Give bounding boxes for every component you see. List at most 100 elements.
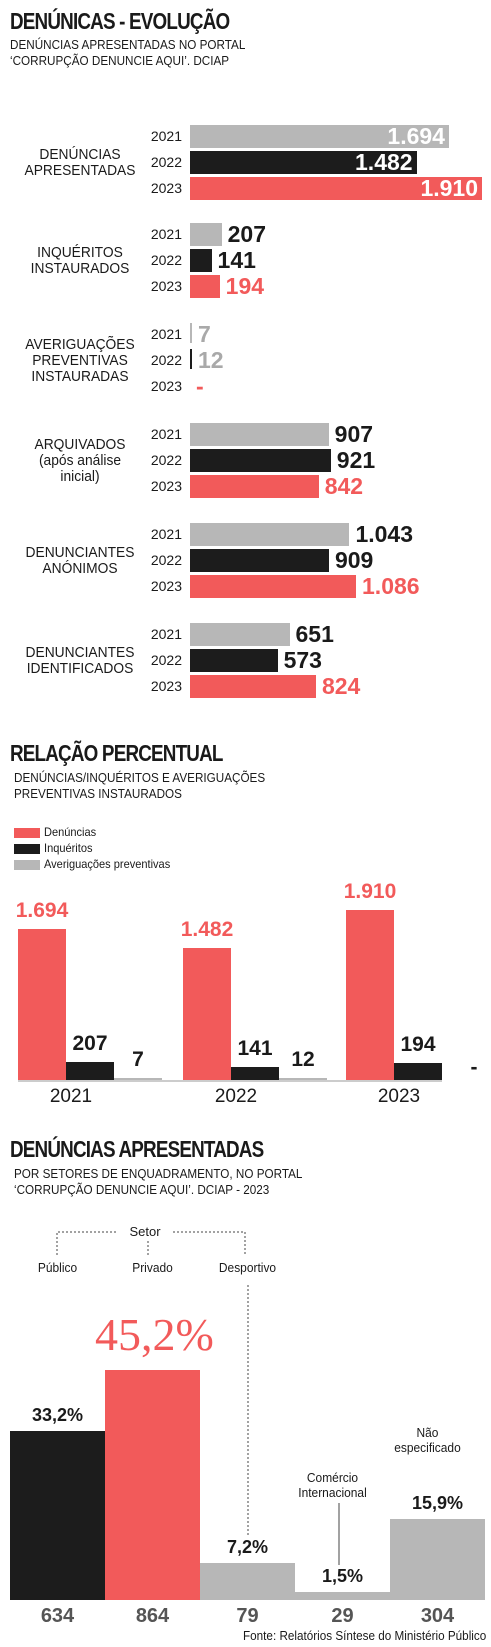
- bar-2021: [190, 423, 329, 446]
- bar-2023: [190, 675, 316, 698]
- year-label: 2023: [150, 278, 182, 294]
- category-label: APRESENTADAS: [24, 162, 136, 179]
- section-subtitle-setores-1: POR SETORES DE ENQUADRAMENTO, NO PORTAL: [14, 1166, 303, 1181]
- bar-Comércio Internacional: [295, 1592, 390, 1600]
- sector-label: Privado: [132, 1260, 173, 1275]
- category-label: 2023: [377, 1086, 421, 1107]
- category-label: 2021: [49, 1086, 93, 1107]
- year-label: 2022: [150, 352, 182, 368]
- value-label: 909: [334, 547, 374, 573]
- value-label: 824: [321, 673, 361, 699]
- category-label: ARQUIVADOS: [34, 436, 126, 453]
- percent-label: 7,2%: [226, 1537, 269, 1558]
- category-label: (após análise: [38, 452, 122, 469]
- category-label: IDENTIFICADOS: [26, 660, 134, 677]
- value-label: 842: [324, 473, 364, 499]
- section-title-relacao: RELAÇÃO PERCENTUAL: [10, 740, 223, 766]
- value-label: 141: [217, 247, 256, 273]
- sector-label: Internacional: [298, 1485, 367, 1500]
- category-label: INSTAURADOS: [30, 260, 130, 277]
- legend-swatch: [14, 860, 40, 870]
- bar-Denúncias: [183, 948, 231, 1080]
- bar-2023: [190, 177, 482, 200]
- percent-label-big: 45,2%: [95, 1309, 214, 1360]
- category-label: INSTAURADAS: [31, 368, 129, 385]
- bar-Inquéritos: [231, 1067, 279, 1080]
- sector-label: especificado: [394, 1440, 461, 1455]
- bar-Desportivo: [200, 1563, 295, 1600]
- bar-2021: [190, 323, 192, 343]
- bar-Público: [10, 1431, 105, 1600]
- value-label: 1.910: [420, 175, 478, 201]
- source-note: Fonte: Relatórios Síntese do Ministério …: [242, 1628, 486, 1643]
- value-label: 207: [227, 221, 267, 247]
- bar-2022: [190, 449, 331, 472]
- bar-2022: [190, 249, 212, 272]
- year-label: 2021: [150, 626, 182, 642]
- percent-label: 15,9%: [411, 1493, 464, 1514]
- year-label: 2023: [150, 678, 182, 694]
- value-label: 921: [336, 447, 376, 473]
- count-label: 634: [40, 1605, 75, 1627]
- year-label: 2022: [150, 552, 182, 568]
- bar-2023: [190, 275, 220, 298]
- bar-Privado: [105, 1370, 200, 1600]
- value-label: 1.482: [355, 149, 413, 175]
- legend-label: Averiguações preventivas: [44, 857, 171, 871]
- year-label: 2022: [150, 452, 182, 468]
- category-label: AVERIGUAÇÕES: [25, 336, 135, 353]
- section-title-setores: DENÚNCIAS APRESENTADAS: [10, 1136, 264, 1162]
- value-label: 1.482: [180, 918, 234, 942]
- bar-2021: [190, 523, 350, 546]
- count-label: 304: [420, 1605, 455, 1627]
- value-label: 1.910: [343, 880, 397, 903]
- value-label: 1.043: [355, 521, 414, 547]
- count-label: 864: [135, 1605, 170, 1627]
- category-label: DENUNCIANTES: [25, 644, 135, 661]
- bar-2023: [190, 575, 357, 598]
- bar-Denúncias: [18, 929, 66, 1080]
- year-label: 2022: [150, 154, 182, 170]
- baseline: [18, 1080, 442, 1082]
- year-label: 2021: [150, 128, 182, 144]
- value-label: 194: [400, 1032, 436, 1056]
- bar-2022: [190, 649, 278, 672]
- year-label: 2023: [150, 578, 182, 594]
- year-label: 2023: [150, 180, 182, 196]
- bar-Inquéritos: [66, 1061, 114, 1080]
- value-label: -: [196, 373, 204, 399]
- category-label: ANÓNIMOS: [42, 560, 118, 577]
- category-label: DENUNCIANTES: [25, 544, 135, 561]
- legend-swatch: [14, 828, 40, 838]
- bar-2022: [190, 349, 192, 369]
- group-label: Setor: [117, 1224, 173, 1239]
- count-label: 79: [236, 1605, 259, 1627]
- value-label: 573: [283, 647, 322, 673]
- percent-label: 33,2%: [31, 1405, 84, 1426]
- year-label: 2023: [150, 478, 182, 494]
- count-label: 29: [331, 1605, 354, 1627]
- category-label: DENÚNCIAS: [39, 146, 121, 163]
- value-label: 1.694: [15, 899, 69, 923]
- legend-label: Inquéritos: [44, 841, 93, 855]
- category-label: inicial): [60, 468, 100, 485]
- sector-label: Não: [416, 1425, 439, 1440]
- legend-label: Denúncias: [44, 825, 97, 839]
- section-subtitle-setores-2: ‘CORRUPÇÃO DENUNCIE AQUI’. DCIAP - 2023: [14, 1182, 270, 1197]
- section-title-evolucao: DENÚNICAS - EVOLUÇÃO: [10, 8, 230, 34]
- value-label: 7: [198, 321, 211, 347]
- category-label: PREVENTIVAS: [32, 352, 128, 369]
- year-label: 2021: [150, 226, 182, 242]
- value-label: 651: [295, 621, 334, 647]
- year-label: 2022: [150, 252, 182, 268]
- value-label: 207: [72, 1031, 108, 1055]
- bar-2021: [190, 623, 290, 646]
- section-subtitle-evolucao-1: DENÚNCIAS APRESENTADAS NO PORTAL: [10, 37, 246, 52]
- value-label: 12: [198, 347, 224, 373]
- year-label: 2021: [150, 526, 182, 542]
- value-label: 907: [334, 421, 374, 447]
- bar-Averiguações preventivas: [279, 1078, 327, 1080]
- percent-label: 1,5%: [321, 1566, 364, 1587]
- year-label: 2023: [150, 378, 182, 394]
